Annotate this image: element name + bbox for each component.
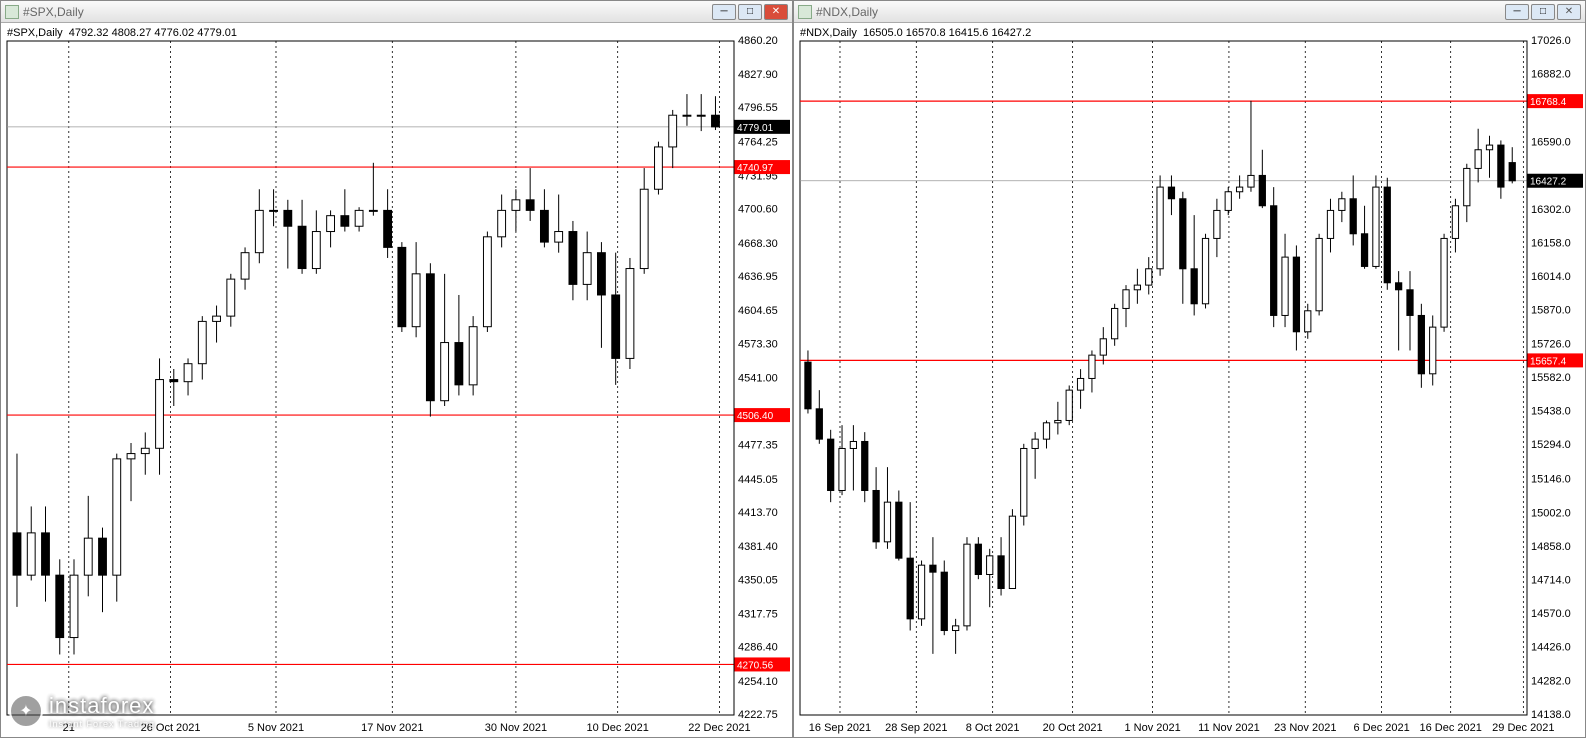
svg-text:16427.2: 16427.2 — [1530, 177, 1567, 188]
svg-text:15726.0: 15726.0 — [1531, 338, 1571, 350]
svg-text:5 Nov 2021: 5 Nov 2021 — [248, 722, 304, 734]
svg-text:4700.60: 4700.60 — [738, 204, 778, 216]
svg-text:14714.0: 14714.0 — [1531, 574, 1571, 586]
svg-text:4445.05: 4445.05 — [738, 474, 778, 486]
svg-text:28 Sep 2021: 28 Sep 2021 — [885, 722, 947, 734]
svg-text:15870.0: 15870.0 — [1531, 305, 1571, 317]
chart-area-ndx[interactable]: #NDX,Daily 16505.0 16570.8 16415.6 16427… — [794, 23, 1585, 737]
svg-text:16 Dec 2021: 16 Dec 2021 — [1419, 722, 1481, 734]
svg-text:17 Nov 2021: 17 Nov 2021 — [361, 722, 423, 734]
chart-icon — [798, 5, 812, 19]
window-title: #SPX,Daily — [23, 5, 712, 19]
svg-text:4317.75: 4317.75 — [738, 608, 778, 620]
svg-text:4860.20: 4860.20 — [738, 35, 778, 47]
svg-text:20 Oct 2021: 20 Oct 2021 — [1043, 722, 1103, 734]
svg-text:15582.0: 15582.0 — [1531, 372, 1571, 384]
svg-text:4381.40: 4381.40 — [738, 541, 778, 553]
svg-text:4573.30: 4573.30 — [738, 338, 778, 350]
ohlc-values: 4792.32 4808.27 4776.02 4779.01 — [69, 27, 237, 39]
svg-text:16882.0: 16882.0 — [1531, 69, 1571, 81]
titlebar-ndx[interactable]: #NDX,Daily ─ □ ✕ — [794, 1, 1585, 23]
maximize-button[interactable]: □ — [1531, 4, 1555, 20]
chart-area-spx[interactable]: #SPX,Daily 4792.32 4808.27 4776.02 4779.… — [1, 23, 792, 737]
svg-text:23 Nov 2021: 23 Nov 2021 — [1274, 722, 1336, 734]
ohlc-symbol: #SPX,Daily — [7, 27, 63, 39]
svg-text:16302.0: 16302.0 — [1531, 204, 1571, 216]
candlestick-chart: 2126 Oct 20215 Nov 202117 Nov 202130 Nov… — [1, 23, 792, 737]
svg-text:16014.0: 16014.0 — [1531, 271, 1571, 283]
window-title: #NDX,Daily — [816, 5, 1505, 19]
svg-text:16 Sep 2021: 16 Sep 2021 — [809, 722, 871, 734]
svg-text:4477.35: 4477.35 — [738, 440, 778, 452]
ohlc-values: 16505.0 16570.8 16415.6 16427.2 — [863, 27, 1031, 39]
svg-text:15438.0: 15438.0 — [1531, 406, 1571, 418]
svg-text:17026.0: 17026.0 — [1531, 35, 1571, 47]
watermark: ✦ instaforex Instant Forex Trading — [9, 693, 155, 729]
watermark-logo-icon: ✦ — [9, 694, 43, 728]
svg-text:8 Oct 2021: 8 Oct 2021 — [966, 722, 1020, 734]
svg-text:16158.0: 16158.0 — [1531, 237, 1571, 249]
svg-text:14570.0: 14570.0 — [1531, 608, 1571, 620]
window-buttons: ─ □ ✕ — [712, 4, 788, 20]
svg-text:4413.70: 4413.70 — [738, 507, 778, 519]
svg-text:15657.4: 15657.4 — [1530, 356, 1567, 367]
chart-panel-ndx: #NDX,Daily ─ □ ✕ #NDX,Daily 16505.0 1657… — [793, 0, 1586, 738]
svg-text:4636.95: 4636.95 — [738, 271, 778, 283]
svg-text:4506.40: 4506.40 — [737, 411, 774, 422]
ohlc-readout: #NDX,Daily 16505.0 16570.8 16415.6 16427… — [800, 27, 1031, 39]
chart-panel-spx: #SPX,Daily ─ □ ✕ #SPX,Daily 4792.32 4808… — [0, 0, 793, 738]
svg-text:10 Dec 2021: 10 Dec 2021 — [586, 722, 648, 734]
close-button[interactable]: ✕ — [764, 4, 788, 20]
watermark-subtext: Instant Forex Trading — [49, 719, 155, 729]
watermark-text: instaforex — [49, 693, 155, 719]
svg-text:4286.40: 4286.40 — [738, 642, 778, 654]
svg-text:4222.75: 4222.75 — [738, 709, 778, 721]
svg-text:29 Dec 2021: 29 Dec 2021 — [1492, 722, 1554, 734]
svg-text:1 Nov 2021: 1 Nov 2021 — [1124, 722, 1180, 734]
svg-text:30 Nov 2021: 30 Nov 2021 — [485, 722, 547, 734]
window-buttons: ─ □ ✕ — [1505, 4, 1581, 20]
svg-text:14138.0: 14138.0 — [1531, 709, 1571, 721]
ohlc-readout: #SPX,Daily 4792.32 4808.27 4776.02 4779.… — [7, 27, 237, 39]
svg-text:4764.25: 4764.25 — [738, 136, 778, 148]
svg-text:4541.00: 4541.00 — [738, 372, 778, 384]
svg-text:4604.65: 4604.65 — [738, 305, 778, 317]
close-button[interactable]: ✕ — [1557, 4, 1581, 20]
svg-text:15294.0: 15294.0 — [1531, 439, 1571, 451]
svg-text:15002.0: 15002.0 — [1531, 507, 1571, 519]
svg-text:6 Dec 2021: 6 Dec 2021 — [1353, 722, 1409, 734]
minimize-button[interactable]: ─ — [712, 4, 736, 20]
svg-text:4779.01: 4779.01 — [737, 123, 774, 134]
svg-text:11 Nov 2021: 11 Nov 2021 — [1198, 722, 1260, 734]
svg-text:4254.10: 4254.10 — [738, 676, 778, 688]
svg-text:4668.30: 4668.30 — [738, 238, 778, 250]
svg-text:14426.0: 14426.0 — [1531, 642, 1571, 654]
svg-text:22 Dec 2021: 22 Dec 2021 — [688, 722, 750, 734]
svg-text:16768.4: 16768.4 — [1530, 97, 1567, 108]
svg-text:4270.56: 4270.56 — [737, 660, 774, 671]
svg-text:4350.05: 4350.05 — [738, 574, 778, 586]
svg-text:4740.97: 4740.97 — [737, 163, 774, 174]
svg-text:16590.0: 16590.0 — [1531, 137, 1571, 149]
candlestick-chart: 16 Sep 2021 28 Sep 2021 8 Oct 2021 20 Oct 2… — [794, 23, 1585, 737]
ohlc-symbol: #NDX,Daily — [800, 27, 857, 39]
svg-text:4827.90: 4827.90 — [738, 69, 778, 81]
svg-text:4796.55: 4796.55 — [738, 102, 778, 114]
maximize-button[interactable]: □ — [738, 4, 762, 20]
dual-chart-container: #SPX,Daily ─ □ ✕ #SPX,Daily 4792.32 4808… — [0, 0, 1586, 738]
svg-text:14282.0: 14282.0 — [1531, 675, 1571, 687]
chart-icon — [5, 5, 19, 19]
svg-text:15146.0: 15146.0 — [1531, 474, 1571, 486]
svg-text:14858.0: 14858.0 — [1531, 541, 1571, 553]
minimize-button[interactable]: ─ — [1505, 4, 1529, 20]
titlebar-spx[interactable]: #SPX,Daily ─ □ ✕ — [1, 1, 792, 23]
